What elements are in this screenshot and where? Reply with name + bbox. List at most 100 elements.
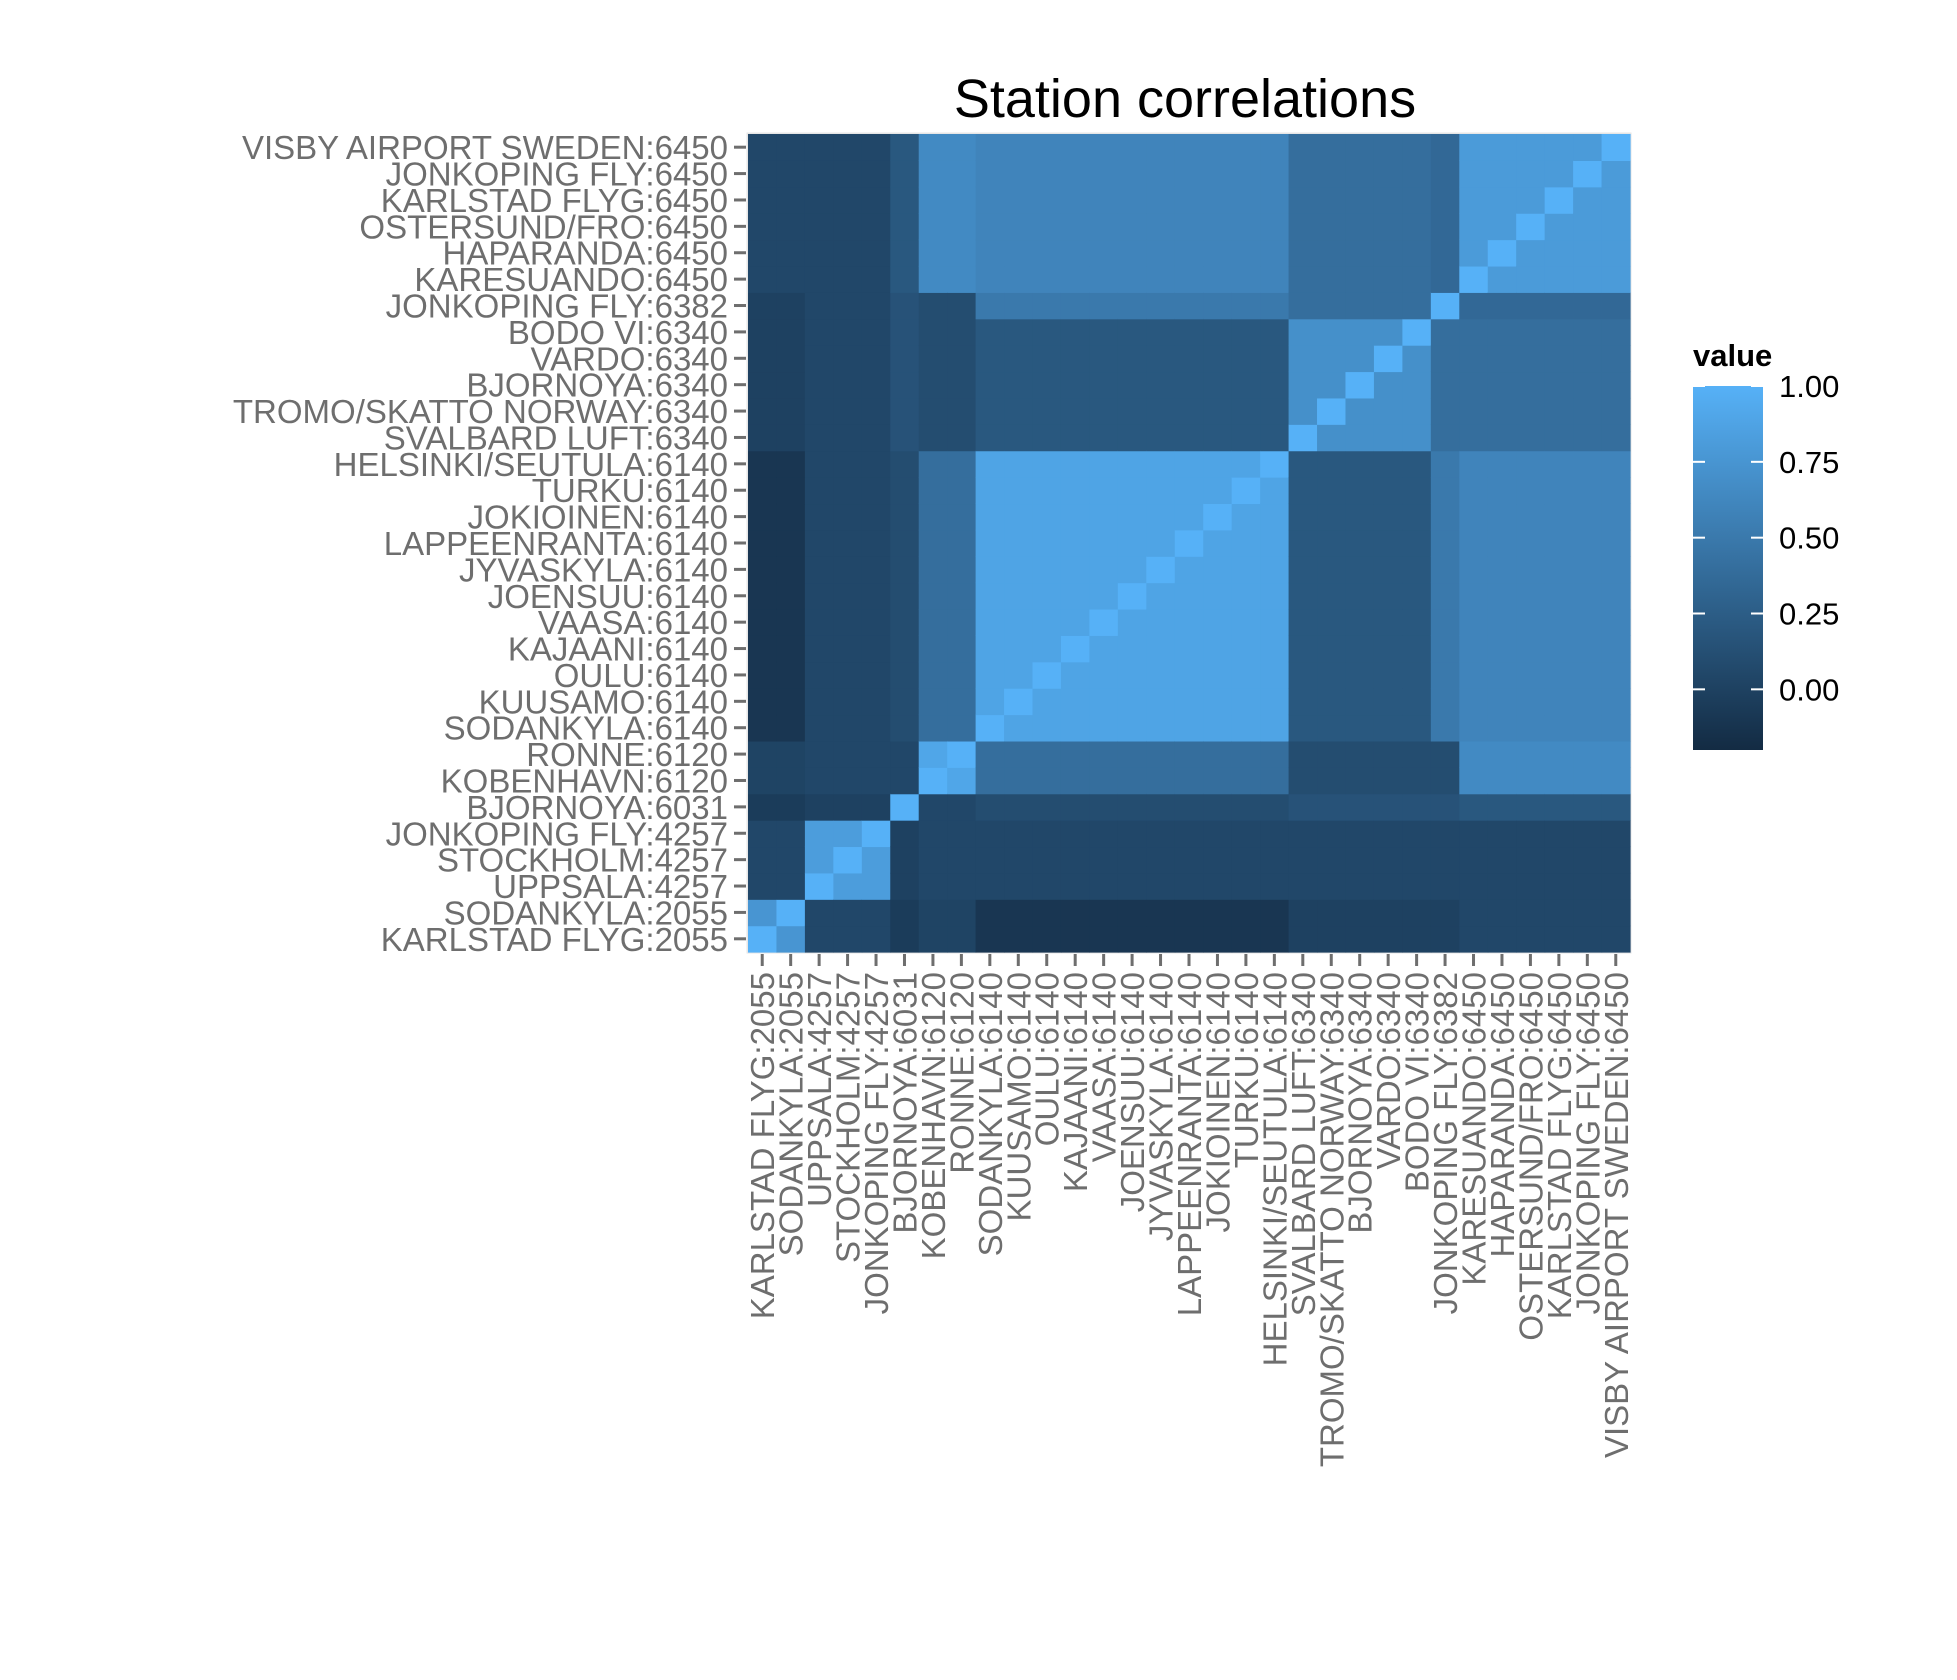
heatmap-cell — [861, 160, 891, 188]
heatmap-cell — [776, 767, 806, 795]
heatmap-cell — [1345, 872, 1375, 900]
heatmap-cell — [748, 714, 778, 742]
y-tick-label: KUUSAMO:6140 — [479, 683, 728, 720]
heatmap-cell — [1004, 371, 1034, 399]
heatmap-cell — [1601, 714, 1631, 742]
heatmap-cell — [1288, 872, 1318, 900]
heatmap-cell — [1430, 134, 1460, 161]
heatmap-cell — [833, 793, 863, 821]
heatmap-cell — [1231, 477, 1261, 505]
heatmap-cell — [1174, 345, 1204, 373]
heatmap-cell — [1459, 318, 1489, 346]
heatmap-cell — [1089, 529, 1119, 557]
heatmap-cell — [1260, 371, 1290, 399]
heatmap-cell — [1573, 397, 1603, 425]
heatmap-cell — [1459, 767, 1489, 795]
heatmap-cell — [1288, 846, 1318, 874]
heatmap-cell — [748, 820, 778, 848]
heatmap-cell — [918, 424, 948, 452]
heatmap-cell — [1260, 767, 1290, 795]
heatmap-cell — [1459, 529, 1489, 557]
heatmap-cell — [1601, 925, 1631, 953]
heatmap-cell — [861, 477, 891, 505]
heatmap-cell — [1544, 661, 1574, 689]
heatmap-cell — [1573, 767, 1603, 795]
heatmap-cell — [804, 424, 834, 452]
heatmap-cell — [1487, 371, 1517, 399]
heatmap-cell — [1004, 740, 1034, 768]
heatmap-cell — [1089, 899, 1119, 927]
heatmap-cell — [1060, 846, 1091, 874]
heatmap-cell — [1317, 820, 1347, 848]
heatmap-cell — [1487, 925, 1517, 953]
heatmap-cell — [1402, 793, 1432, 821]
heatmap-cell — [1203, 503, 1233, 531]
heatmap-cell — [861, 767, 891, 795]
heatmap-cell — [1032, 846, 1062, 874]
heatmap-cell — [1373, 872, 1403, 900]
heatmap-cell — [1174, 714, 1204, 742]
heatmap-cell — [1060, 899, 1091, 927]
heatmap-cell — [1317, 846, 1347, 874]
heatmap-cell — [1032, 899, 1062, 927]
heatmap-cell — [1060, 397, 1091, 425]
heatmap-cell — [1146, 688, 1176, 716]
heatmap-cell — [1288, 767, 1318, 795]
heatmap-cell — [918, 767, 948, 795]
y-tick-label: VISBY AIRPORT SWEDEN:6450 — [242, 129, 728, 166]
heatmap-cell — [748, 608, 778, 636]
y-tick-label: BJORNOYA:6340 — [466, 367, 728, 404]
heatmap-cell — [1430, 160, 1460, 188]
heatmap-cell — [1573, 424, 1603, 452]
heatmap-cell — [776, 582, 806, 610]
heatmap-cell — [1288, 714, 1318, 742]
heatmap-cell — [975, 265, 1005, 293]
heatmap-cell — [776, 740, 806, 768]
heatmap-cell — [1004, 582, 1034, 610]
heatmap-cell — [1373, 450, 1403, 478]
heatmap-cell — [1402, 371, 1432, 399]
heatmap-cell — [1032, 582, 1062, 610]
y-tick-label: KARESUANDO:6450 — [414, 261, 728, 298]
heatmap-cell — [1260, 556, 1290, 584]
heatmap-cell — [1430, 450, 1460, 478]
heatmap-cell — [947, 371, 977, 399]
heatmap-cell — [1231, 265, 1261, 293]
heatmap-cell — [1231, 239, 1261, 267]
heatmap-cell — [890, 134, 920, 161]
heatmap-cell — [1146, 239, 1176, 267]
heatmap-cell — [1430, 582, 1460, 610]
heatmap-cell — [1231, 556, 1261, 584]
heatmap-cell — [1601, 134, 1631, 161]
heatmap-cell — [1573, 582, 1603, 610]
heatmap-cell — [1430, 740, 1460, 768]
heatmap-cell — [1459, 450, 1489, 478]
heatmap-cell — [1146, 371, 1176, 399]
heatmap-cell — [861, 371, 891, 399]
x-tick-label: BJORNOYA:6340 — [1342, 972, 1379, 1234]
heatmap-cell — [1032, 345, 1062, 373]
heatmap-cell — [1487, 556, 1517, 584]
heatmap-cell — [1231, 134, 1261, 161]
heatmap-cell — [1402, 477, 1432, 505]
heatmap-cell — [918, 292, 948, 320]
heatmap-cell — [1032, 793, 1062, 821]
heatmap-cell — [1174, 661, 1204, 689]
heatmap-cell — [1203, 186, 1233, 214]
heatmap-cell — [1174, 477, 1204, 505]
heatmap-cell — [1459, 371, 1489, 399]
heatmap-cell — [1260, 397, 1290, 425]
heatmap-cell — [1146, 503, 1176, 531]
heatmap-cell — [947, 213, 977, 241]
heatmap-cell — [1203, 265, 1233, 293]
heatmap-cell — [1260, 872, 1290, 900]
heatmap-cell — [776, 265, 806, 293]
heatmap-cell — [1402, 556, 1432, 584]
heatmap-cell — [1430, 688, 1460, 716]
heatmap-cell — [1260, 503, 1290, 531]
heatmap-cell — [1146, 820, 1176, 848]
heatmap-cell — [861, 925, 891, 953]
heatmap-cell — [890, 450, 920, 478]
heatmap-cell — [1146, 793, 1176, 821]
heatmap-cell — [1487, 345, 1517, 373]
